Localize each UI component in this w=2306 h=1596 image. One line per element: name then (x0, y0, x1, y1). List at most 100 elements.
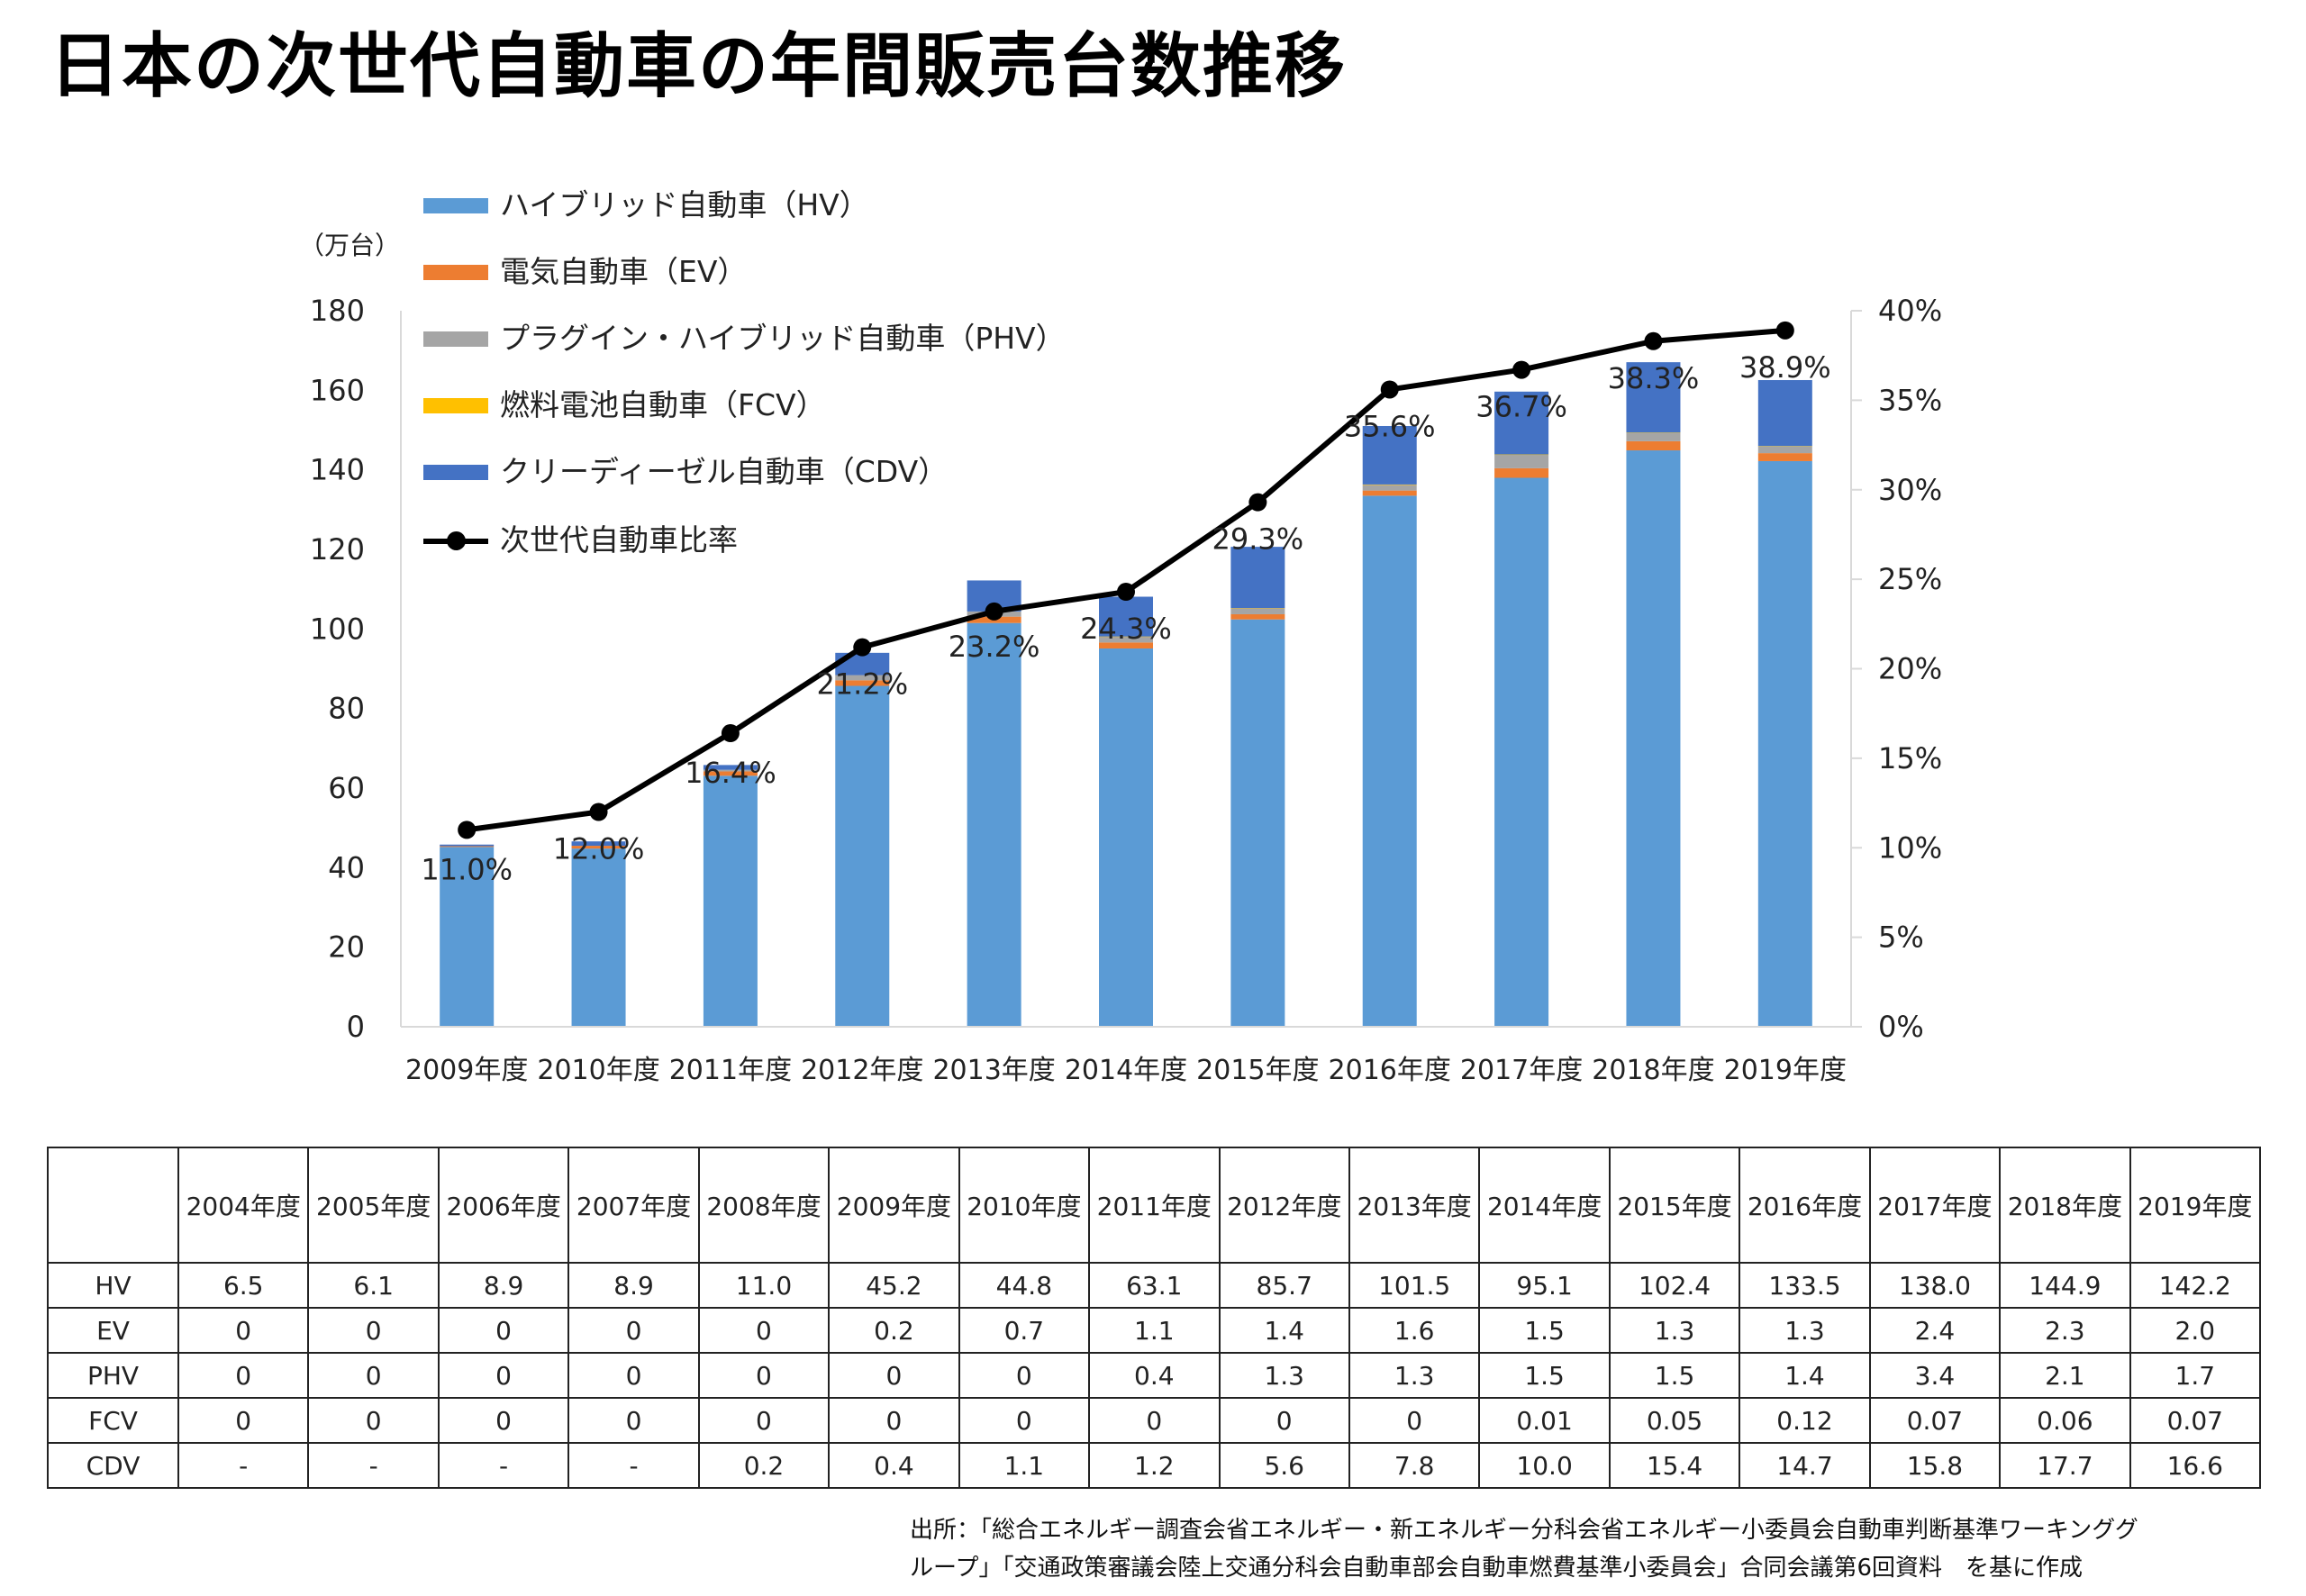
x-tick-label: 2013年度 (932, 1055, 1055, 1086)
table-cell: 0.2 (697, 1442, 831, 1489)
source-note: 出所：「総合エネルギー調査会省エネルギー・新エネルギー分科会省エネルギー小委員会… (910, 1511, 2138, 1587)
table-cell: 5.6 (1218, 1442, 1350, 1489)
table-cell: 17.7 (1999, 1442, 2131, 1489)
table-cell: 6.5 (177, 1262, 310, 1309)
table-cell: - (307, 1442, 440, 1489)
table-row-label: CDV (47, 1442, 179, 1489)
table-header-cell: 2005年度 (307, 1147, 440, 1264)
bar-cdv-segment (1099, 596, 1153, 637)
y-tick-label: 160 (310, 373, 365, 407)
bar-fcv-segment (1626, 432, 1681, 433)
table-cell: 85.7 (1218, 1262, 1350, 1309)
table-cell: 2.0 (2129, 1307, 2262, 1354)
table-cell: 0 (958, 1352, 1091, 1399)
table-header-cell: 2006年度 (437, 1147, 570, 1264)
ratio-point (1117, 583, 1135, 602)
ratio-data-label: 38.3% (1608, 361, 1700, 395)
y-tick-label: 100 (310, 612, 365, 646)
table-cell: 0 (437, 1397, 570, 1444)
ratio-point (721, 724, 740, 743)
legend-marker-ratio (447, 531, 466, 550)
table-cell: 0 (307, 1397, 440, 1444)
table-cell: 44.8 (958, 1262, 1091, 1309)
bar-phv-segment (1362, 485, 1417, 491)
y2-tick-label: 0% (1878, 1010, 1924, 1044)
bar-phv-segment (1494, 454, 1549, 468)
table-cell: 1.7 (2129, 1352, 2262, 1399)
ratio-data-label: 21.2% (816, 667, 908, 702)
x-tick-label: 2017年度 (1460, 1055, 1583, 1086)
x-tick-label: 2019年度 (1724, 1055, 1847, 1086)
table-cell: 1.4 (1218, 1307, 1350, 1354)
legend-label-fcv: 燃料電池自動車（FCV） (500, 387, 826, 422)
bar-phv-segment (703, 769, 758, 772)
table-cell: 0 (567, 1307, 700, 1354)
table-cell: 0 (437, 1352, 570, 1399)
legend-label-ratio: 次世代自動車比率 (500, 522, 738, 558)
table-cell: 2.4 (1868, 1307, 2002, 1354)
table-header-cell: 2007年度 (567, 1147, 700, 1264)
bar-ev-segment (1757, 453, 1812, 461)
table-cell: 7.8 (1348, 1442, 1481, 1489)
table-cell: 15.4 (1608, 1442, 1741, 1489)
right-y-axis: 0% 5% 10% 15% 20% 25% 30% 35% 40% (1850, 294, 1942, 1044)
table-cell: 0 (177, 1397, 310, 1444)
table-cell: 45.2 (828, 1262, 960, 1309)
table-header-cell: 2015年度 (1608, 1147, 1741, 1264)
x-tick-label: 2018年度 (1592, 1055, 1714, 1086)
table-cell: 0 (437, 1307, 570, 1354)
page-title: 日本の次世代自動車の年間販売台数推移 (50, 26, 1348, 107)
ratio-data-label: 11.0% (421, 852, 513, 886)
ratio-data-label: 36.7% (1475, 390, 1567, 424)
bar-cdv-segment (703, 765, 758, 770)
table-row-label: EV (47, 1307, 179, 1354)
table-cell: 138.0 (1868, 1262, 2002, 1309)
table-cell: 0 (1088, 1397, 1221, 1444)
y-tick-label: 40 (328, 850, 365, 884)
y2-tick-label: 35% (1878, 383, 1942, 417)
y-tick-label: 60 (328, 771, 365, 805)
table-cell: 101.5 (1348, 1262, 1481, 1309)
left-y-axis: 0 20 40 60 80 100 120 140 160 180 (310, 294, 402, 1044)
table-cell: 2.1 (1999, 1352, 2131, 1399)
table-cell: 6.1 (307, 1262, 440, 1309)
y2-tick-label: 40% (1878, 294, 1942, 328)
table-cell: 16.6 (2129, 1442, 2262, 1489)
stacked-bar-line-chart: （万台） 0 20 40 60 80 100 120 140 160 180 0% 5% 10% 15%… (299, 231, 1942, 1086)
table-header-cell: 2014年度 (1478, 1147, 1611, 1264)
table-cell: 0 (828, 1352, 960, 1399)
bar-cdv-segment (440, 844, 495, 847)
y2-tick-label: 20% (1878, 652, 1942, 686)
table-cell: 1.1 (1088, 1307, 1221, 1354)
bar-hv-segment (967, 622, 1021, 1027)
y2-tick-label: 25% (1878, 562, 1942, 596)
table-header-cell: 2013年度 (1348, 1147, 1481, 1264)
table-cell: 0 (1218, 1397, 1350, 1444)
table-header-cell: 2012年度 (1218, 1147, 1350, 1264)
legend-label-phv: プラグイン・ハイブリッド自動車（PHV） (500, 321, 1066, 356)
table-cell: 142.2 (2129, 1262, 2262, 1309)
legend-label-hv: ハイブリッド自動車（HV） (500, 187, 869, 222)
bar-cdv-segment (571, 841, 626, 847)
table-cell: 0 (177, 1307, 310, 1354)
source-line-1: 出所：「総合エネルギー調査会省エネルギー・新エネルギー分科会省エネルギー小委員会… (910, 1517, 2138, 1544)
bar-hv-segment (440, 847, 495, 1027)
table-cell: 10.0 (1478, 1442, 1611, 1489)
table-cell: 1.5 (1608, 1352, 1741, 1399)
ratio-data-label: 24.3% (1080, 612, 1172, 646)
table-cell: - (177, 1442, 310, 1489)
table-cell: 1.3 (1348, 1352, 1481, 1399)
bar-ev-segment (571, 846, 626, 849)
bar-hv-segment (1626, 450, 1681, 1027)
legend-label-ev: 電気自動車（EV） (500, 254, 748, 289)
table-cell: 0 (307, 1307, 440, 1354)
ratio-point (1644, 331, 1663, 350)
bar-ev-segment (1362, 490, 1417, 496)
table-cell: 0.12 (1739, 1397, 1871, 1444)
x-tick-label: 2015年度 (1196, 1055, 1319, 1086)
bar-fcv-segment (1494, 454, 1549, 456)
table-header-cell (47, 1147, 179, 1264)
bar-hv-segment (1362, 495, 1417, 1027)
bar-phv-segment (1230, 608, 1285, 614)
bar-cdv-segment (1362, 425, 1417, 485)
